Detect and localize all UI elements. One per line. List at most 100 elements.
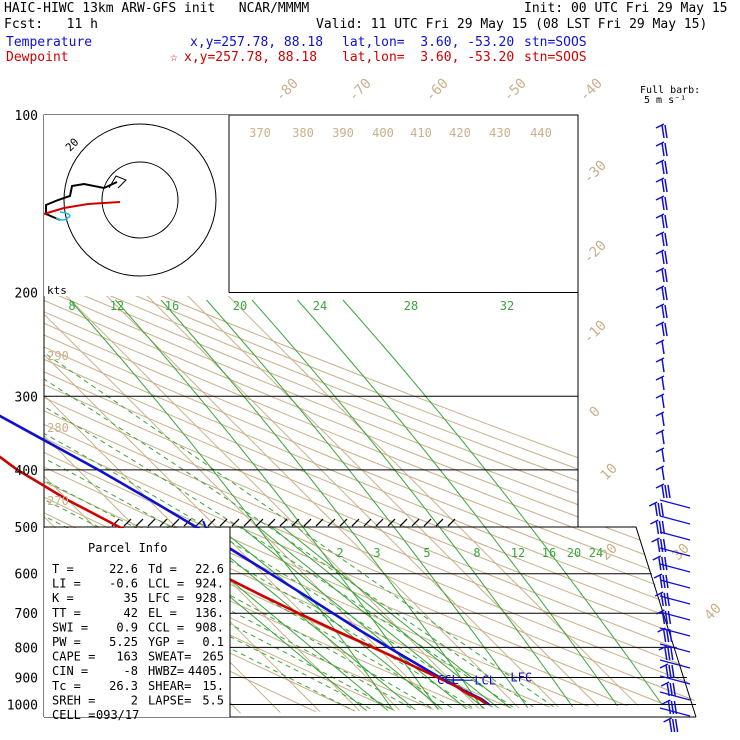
wind-barb bbox=[661, 340, 665, 355]
hodograph-trace-lower bbox=[43, 201, 121, 215]
wind-barb bbox=[665, 628, 670, 643]
parcel-info-title: Parcel Info bbox=[88, 541, 167, 555]
mixing-ratio-line bbox=[218, 526, 453, 717]
mixing-ratio-label: 32 bbox=[500, 299, 514, 313]
hatch-mark bbox=[351, 518, 360, 527]
parcel-info-key: CCL = bbox=[148, 620, 184, 634]
ccl-label: CCL bbox=[437, 673, 459, 687]
parcel-info-value: 265 bbox=[202, 650, 224, 664]
wind-barb bbox=[656, 538, 661, 553]
mixing-ratio-line bbox=[69, 299, 401, 717]
wind-barb bbox=[659, 538, 664, 553]
temperature-station: stn=SOOS bbox=[524, 35, 587, 50]
mixing-ratio-label: 16 bbox=[542, 546, 556, 560]
parcel-info-key: TT = bbox=[52, 606, 81, 620]
wind-barb bbox=[659, 499, 691, 509]
wind-barb bbox=[661, 466, 665, 481]
wind-barb bbox=[661, 520, 666, 535]
mixing-ratio-line bbox=[342, 299, 674, 717]
wind-barb bbox=[664, 304, 668, 319]
wind-barb bbox=[654, 502, 658, 517]
parcel-info-value: 924. bbox=[195, 577, 224, 591]
wind-barb bbox=[655, 393, 665, 399]
parcel-info-key: LAPSE= bbox=[148, 693, 191, 707]
pressure-tick-label: 200 bbox=[15, 286, 38, 301]
barb-legend-line1: Full barb: bbox=[640, 85, 701, 96]
hatch-mark bbox=[267, 518, 276, 527]
wind-barb bbox=[655, 321, 665, 327]
hatch-mark bbox=[219, 518, 228, 527]
wind-barb bbox=[655, 141, 665, 147]
wind-barb bbox=[667, 484, 671, 499]
dry-adiabat bbox=[44, 115, 696, 717]
isotherm-label: 30 bbox=[670, 541, 693, 564]
dry-adiabat bbox=[44, 115, 696, 717]
wind-barb bbox=[658, 645, 668, 651]
dry-adiabat bbox=[44, 115, 696, 717]
hatch-mark bbox=[171, 518, 180, 527]
temperature-profile bbox=[0, 414, 490, 706]
wind-barb bbox=[661, 142, 665, 157]
dry-adiabat bbox=[44, 115, 696, 717]
pressure-tick-label: 700 bbox=[15, 607, 38, 622]
wind-barbs bbox=[648, 123, 691, 733]
hodograph-trace bbox=[45, 181, 118, 221]
mixing-ratio-label: 3 bbox=[373, 546, 380, 560]
wind-barb bbox=[658, 556, 662, 571]
dry-adiabat-label: 280 bbox=[47, 421, 69, 435]
wind-barb bbox=[666, 592, 670, 607]
temperature-xy: x,y=257.78, 88.18 bbox=[190, 35, 324, 50]
hatch-mark bbox=[423, 518, 432, 527]
dry-adiabat-label: 410 bbox=[410, 126, 432, 140]
pressure-tick-label: 800 bbox=[15, 641, 38, 656]
wind-barb bbox=[655, 231, 665, 237]
wind-barb bbox=[664, 124, 668, 139]
pressure-tick-label: 1000 bbox=[7, 699, 38, 714]
pressure-tick-label: 100 bbox=[15, 109, 38, 124]
hatch-mark bbox=[363, 518, 372, 527]
wind-barb bbox=[655, 213, 665, 219]
wind-barb bbox=[659, 595, 691, 605]
wind-barb bbox=[661, 286, 665, 301]
isotherm-label: -50 bbox=[501, 76, 530, 105]
wind-barb bbox=[672, 682, 676, 697]
dewpoint-station: stn=SOOS bbox=[524, 50, 587, 65]
isotherm-line bbox=[44, 115, 448, 717]
parcel-info-value: 908. bbox=[195, 620, 224, 634]
hatch-mark bbox=[195, 518, 204, 527]
wind-barb bbox=[661, 232, 665, 247]
wind-barb bbox=[668, 664, 672, 679]
wind-barb bbox=[659, 663, 669, 669]
legend-dewpoint: Dewpoint bbox=[6, 50, 69, 65]
wind-barb bbox=[664, 214, 668, 229]
parcel-info-key: T = bbox=[52, 562, 74, 576]
wind-barb bbox=[664, 484, 668, 499]
dry-adiabat-label: 440 bbox=[530, 126, 552, 140]
mixing-ratio-line bbox=[297, 299, 628, 717]
dry-adiabat-label: 430 bbox=[489, 126, 511, 140]
wind-barb bbox=[664, 196, 668, 211]
dewpoint-latlon: lat,lon= 3.60, -53.20 bbox=[342, 50, 515, 65]
wind-barb bbox=[664, 178, 668, 193]
parcel-info-key: SWI = bbox=[52, 620, 88, 634]
wind-barb bbox=[655, 267, 665, 273]
hodograph-ring bbox=[101, 161, 179, 239]
parcel-info-key: SWEAT= bbox=[148, 650, 191, 664]
hatch-mark bbox=[339, 518, 348, 527]
wind-barb bbox=[659, 627, 691, 637]
wind-barb bbox=[659, 579, 691, 589]
wind-barb bbox=[655, 177, 665, 183]
isotherm-label: -80 bbox=[273, 76, 302, 105]
wind-barb bbox=[664, 250, 668, 265]
dry-adiabat-label: 400 bbox=[372, 126, 394, 140]
hatch-mark bbox=[303, 518, 312, 527]
parcel-info-value: 15. bbox=[202, 679, 224, 693]
moist-adiabat bbox=[44, 292, 367, 717]
wind-barb bbox=[669, 682, 673, 697]
parcel-info-value: 35 bbox=[124, 591, 138, 605]
wind-barb bbox=[664, 322, 668, 337]
mixing-ratio-label: 2 bbox=[336, 546, 343, 560]
wind-barb bbox=[655, 339, 665, 345]
wind-barb bbox=[661, 160, 665, 175]
mixing-ratio-line bbox=[241, 526, 478, 717]
